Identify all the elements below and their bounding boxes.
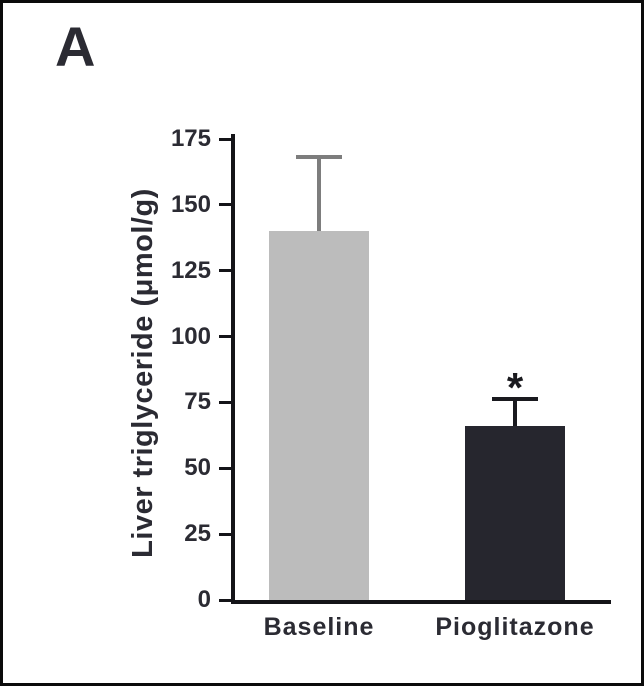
y-tick-label: 50	[184, 454, 211, 482]
plot-area: 0 25 50 75 100 125 150 175 *	[171, 125, 611, 613]
y-tick-mark	[219, 203, 231, 207]
error-bar-cap-pioglitazone	[492, 397, 538, 402]
y-tick-label: 175	[170, 125, 211, 152]
y-tick-label: 100	[170, 322, 211, 350]
error-bar-stem-baseline	[317, 154, 321, 232]
y-tick-mark	[219, 269, 231, 273]
y-tick-label: 0	[197, 586, 211, 613]
y-tick-mark	[219, 466, 231, 470]
panel-label: A	[55, 15, 96, 78]
y-tick-mark	[219, 532, 231, 536]
error-bar-cap-baseline	[296, 154, 342, 159]
y-tick-label: 150	[170, 190, 211, 218]
x-axis-label-pioglitazone: Pioglitazone	[435, 613, 595, 641]
y-axis-line	[231, 134, 235, 604]
x-axis-line	[231, 600, 611, 604]
error-bar-stem-pioglitazone	[513, 397, 517, 427]
y-tick-mark	[219, 400, 231, 404]
y-tick-label: 125	[170, 256, 211, 284]
y-tick-mark	[219, 137, 231, 141]
y-tick-label: 25	[184, 520, 211, 548]
significance-asterisk: *	[506, 363, 524, 411]
bar-baseline	[269, 231, 369, 600]
x-axis-label-baseline: Baseline	[263, 613, 375, 641]
y-tick-label: 75	[184, 388, 211, 416]
y-tick-mark	[219, 335, 231, 339]
bar-pioglitazone	[465, 426, 565, 600]
y-tick-mark	[219, 598, 231, 602]
